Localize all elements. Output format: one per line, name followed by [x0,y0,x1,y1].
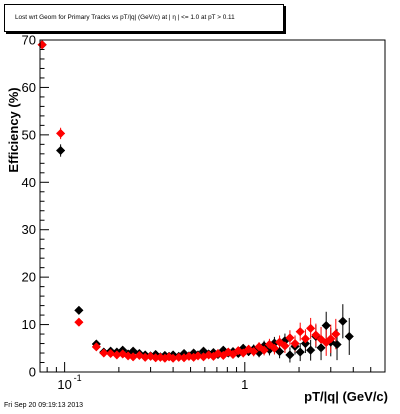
red-series-marker [274,337,285,347]
x-tick-label: 10 [57,377,71,392]
red-series-marker [105,348,116,359]
red-series-marker [213,348,223,359]
red-series-marker [37,40,47,50]
red-series-marker [254,342,264,352]
y-tick-label: 20 [22,270,36,285]
black-series-marker [285,350,295,360]
data-markers [37,40,354,363]
red-series-marker [316,334,326,344]
red-series-marker [311,330,321,340]
y-tick-label: 70 [22,33,36,48]
red-series-marker [223,347,233,357]
datestamp: Fri Sep 20 09:19:13 2013 [4,402,84,409]
title-box: Lost wrt Geom for Primary Tracks vs pT/|… [4,4,284,32]
black-series-marker [316,343,326,353]
black-series-marker [344,331,354,342]
x-axis-label: pT/|q| (GeV/c) [304,389,388,404]
red-series-marker [269,343,280,353]
red-series-marker [285,333,295,343]
red-series-marker [193,351,203,361]
x-tick-label: 1 [241,377,248,392]
black-series-marker [55,145,66,156]
red-series-marker [259,345,269,355]
black-series-marker [338,316,348,326]
red-series-marker [305,323,316,334]
red-series-marker [295,327,305,337]
red-series-marker [326,334,336,344]
y-axis-label: Efficiency (%) [6,87,21,173]
red-series-marker [134,350,145,361]
red-series-marker [233,346,243,356]
red-series-marker [300,334,311,344]
y-tick-label: 50 [22,127,36,142]
black-series-marker [321,320,331,331]
black-series-marker [74,305,84,315]
chart-title: Lost wrt Geom for Primary Tracks vs pT/|… [15,14,235,21]
red-series-marker [280,341,290,351]
red-series-marker [290,338,300,349]
red-series-marker [264,339,275,350]
y-tick-label: 60 [22,80,36,95]
error-bars [38,44,354,363]
x-tick-exponent: -1 [74,373,82,383]
red-series-marker [249,346,259,357]
red-series-marker [331,329,341,339]
black-series-marker [300,338,311,349]
y-tick-label: 40 [22,175,36,190]
red-series-marker [74,317,84,327]
red-series-marker [238,348,248,358]
red-series-marker [243,344,254,354]
red-series-marker [228,349,238,360]
black-series-marker [332,339,342,350]
red-series-marker [55,128,66,139]
plot-frame [39,39,386,373]
black-series-marker [295,347,305,357]
y-tick-label: 0 [29,365,36,380]
red-series-marker [91,342,102,352]
red-series-marker [99,348,109,358]
black-series-marker [305,345,316,355]
axes-frame [39,39,386,373]
y-tick-label: 10 [22,317,36,332]
y-tick-label: 30 [22,222,36,237]
